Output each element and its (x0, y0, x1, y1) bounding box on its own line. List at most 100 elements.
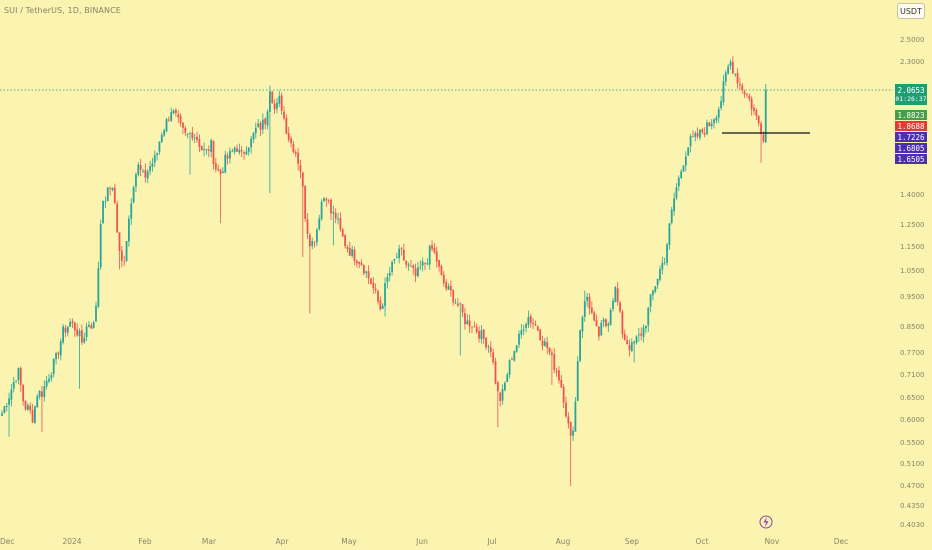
candle-body (598, 326, 600, 337)
candle-body (45, 380, 48, 387)
candle-body (529, 315, 532, 323)
candle-body (69, 322, 72, 327)
candle-body (534, 323, 537, 326)
candle-body (703, 133, 706, 135)
candle-body (736, 72, 739, 84)
candle-body (247, 147, 250, 152)
candle-body (438, 260, 440, 267)
candle-body (637, 334, 640, 336)
candle-body (614, 287, 617, 302)
candle-body (440, 265, 443, 275)
candle-body (708, 122, 711, 126)
x-tick-label: Jun (415, 537, 428, 546)
candle-body (710, 123, 713, 127)
candle-body (689, 136, 692, 147)
candle-body (447, 286, 450, 290)
candle-body (588, 296, 591, 309)
candle-body (83, 337, 86, 343)
candle-body (543, 341, 546, 346)
candle-body (78, 330, 81, 336)
candle-body (652, 290, 654, 296)
candle-body (760, 123, 762, 134)
candle-body (64, 327, 67, 333)
candle-body (327, 200, 330, 202)
currency-button[interactable]: USDT (897, 3, 925, 19)
candle-body (236, 148, 238, 152)
candle-body (85, 326, 88, 338)
candle-body (231, 150, 234, 152)
candle-body (297, 152, 299, 164)
candle-body (717, 109, 720, 118)
price-axis: 2.5000 2.3000 1.4000 1.2500 1.1500 1.0500 0.95… (900, 36, 925, 529)
candle-body (576, 361, 579, 401)
candle-body (318, 218, 321, 230)
candle-body (287, 132, 290, 140)
candle-body (675, 187, 678, 198)
candle-body (186, 133, 189, 135)
y-tick-label: 0.7100 (900, 371, 925, 379)
candle-body (26, 405, 29, 411)
candle-body (720, 101, 722, 108)
candle-body (600, 322, 603, 336)
candle-body (715, 117, 718, 121)
candle-body (405, 261, 408, 265)
candle-body (353, 249, 356, 261)
candle-body (616, 288, 619, 303)
x-tick-label: Sep (625, 537, 639, 546)
candle-body (363, 265, 365, 274)
candle-body (386, 276, 389, 283)
candle-body (139, 164, 142, 170)
candle-body (348, 248, 351, 256)
candle-body (539, 329, 542, 341)
candle-body (219, 169, 222, 174)
candle-body (696, 133, 699, 137)
lightning-icon[interactable] (759, 515, 773, 529)
candle-body (609, 309, 612, 325)
candle-body (583, 301, 586, 317)
candle-body (682, 165, 685, 172)
candle-body (581, 317, 584, 332)
candle-body (649, 294, 652, 307)
candle-body (360, 263, 363, 266)
candle-body (102, 200, 104, 223)
candle-body (306, 219, 309, 234)
candle-body (238, 149, 241, 153)
candle-body (731, 61, 734, 74)
candle-body (553, 354, 556, 371)
candle-body (515, 345, 518, 352)
candle-body (379, 300, 382, 310)
candle-body (619, 302, 621, 312)
candle-body (132, 187, 135, 203)
candle-body (518, 333, 520, 345)
candle-body (595, 320, 598, 327)
candle-body (222, 171, 224, 174)
candle-body (301, 172, 304, 187)
candle-body (299, 165, 302, 172)
candle-body (339, 218, 342, 230)
candle-body (489, 347, 492, 353)
candle-body (193, 137, 196, 139)
y-tick-label: 1.4000 (900, 191, 925, 199)
y-tick-label: 0.5500 (900, 439, 925, 447)
candle-body (3, 406, 6, 413)
y-tick-label: 1.0500 (900, 267, 925, 275)
candle-body (210, 140, 213, 153)
candle-body (647, 307, 650, 326)
candle-body (513, 351, 516, 361)
x-tick-label: Apr (276, 537, 290, 546)
candle-body (229, 151, 231, 159)
x-tick-label: Feb (138, 537, 152, 546)
price-label: 1.7226 (895, 132, 927, 142)
candle-body (635, 336, 638, 343)
candle-body (567, 416, 570, 424)
candle-body (410, 265, 412, 267)
candle-body (252, 133, 255, 140)
candle-body (706, 122, 708, 134)
candle-body (684, 156, 687, 166)
candle-body (205, 149, 208, 150)
candle-body (308, 234, 311, 247)
candle-body (261, 119, 264, 130)
candle-body (273, 103, 276, 110)
candle-body (276, 102, 278, 109)
